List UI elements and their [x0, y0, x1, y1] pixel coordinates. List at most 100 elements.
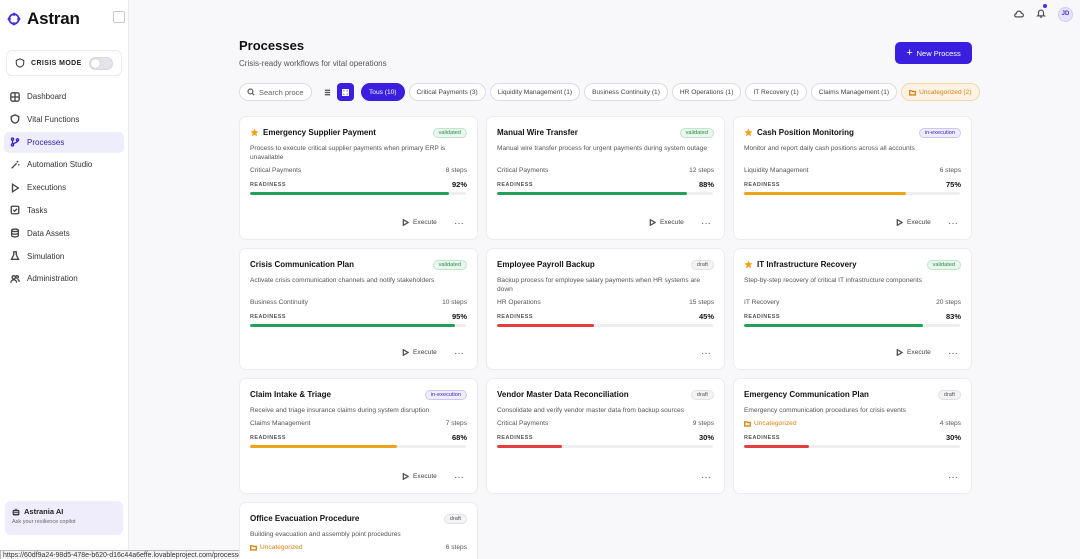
process-card[interactable]: Manual Wire Transfer validated Manual wire… [486, 116, 725, 240]
sidebar-item-simulation[interactable]: Simulation [4, 246, 124, 267]
brand[interactable]: Astran [0, 0, 128, 38]
list-view-button[interactable] [319, 83, 336, 101]
more-options-button[interactable]: ··· [948, 218, 958, 229]
sidebar-toggle-icon[interactable] [113, 11, 125, 23]
star-icon [744, 128, 753, 137]
sidebar-item-processes[interactable]: Processes [4, 131, 124, 153]
execute-button[interactable]: Execute [896, 349, 931, 356]
status-badge: in-execution [424, 390, 467, 400]
card-description: Backup process for employee salary payme… [497, 277, 701, 293]
folder-icon [909, 89, 917, 96]
more-options-button[interactable]: ··· [454, 218, 464, 229]
more-options-button[interactable]: ··· [948, 348, 958, 359]
process-card[interactable]: Crisis Communication Plan validated Activa… [239, 248, 478, 370]
card-title-text: Claim Intake & Triage [250, 390, 331, 399]
sidebar-item-administration[interactable]: Administration [4, 268, 124, 289]
more-options-button[interactable]: ··· [454, 472, 464, 483]
more-options-button[interactable]: ··· [701, 348, 711, 359]
readiness-value: 30% [698, 433, 714, 442]
readiness-bar-fill [250, 192, 449, 195]
process-card[interactable]: Office Evacuation Procedure draft Building… [239, 502, 478, 559]
filter-chip[interactable]: Critical Payments (3) [408, 83, 486, 101]
execute-button[interactable]: Execute [402, 473, 437, 480]
execute-label: Execute [907, 349, 931, 356]
process-card[interactable]: Emergency Communication Plan draft Emergen… [733, 378, 972, 494]
avatar[interactable]: JD [1058, 6, 1073, 22]
filter-chip-label: Business Continuity (1) [592, 88, 660, 96]
card-title-text: Emergency Communication Plan [744, 390, 869, 399]
process-card[interactable]: Employee Payroll Backup draft Backup proce… [486, 248, 725, 370]
more-options-button[interactable]: ··· [948, 472, 958, 483]
bell-icon [1036, 9, 1046, 18]
card-category-label: Critical Payments [497, 420, 549, 427]
card-description: Emergency communication procedures for c… [744, 407, 906, 414]
filter-chip[interactable]: Business Continuity (1) [584, 83, 668, 101]
notifications-button[interactable] [1036, 4, 1047, 23]
process-card[interactable]: Vendor Master Data Reconciliation draft Co… [486, 378, 725, 494]
grid-view-button[interactable] [337, 83, 354, 101]
more-options-button[interactable]: ··· [701, 472, 711, 483]
readiness-bar [250, 324, 466, 327]
sidebar-item-automation-studio[interactable]: Automation Studio [4, 154, 124, 175]
card-title-text: Office Evacuation Procedure [250, 514, 360, 523]
status-badge: draft [937, 390, 961, 400]
filter-chip[interactable]: Claims Management (1) [810, 83, 898, 101]
toolbar: Tous (10) Critical Payments (3) Liquidity … [239, 83, 980, 101]
grid-icon [342, 88, 349, 96]
process-card[interactable]: Claim Intake & Triage in-execution Receive… [239, 378, 478, 494]
card-title: Cash Position Monitoring [744, 128, 854, 137]
sidebar-item-vital-functions[interactable]: Vital Functions [4, 109, 124, 130]
card-category-label: HR Operations [497, 299, 541, 306]
card-category: Uncategorized [744, 420, 797, 427]
filter-chip[interactable]: Uncategorized (2) [901, 83, 980, 101]
filter-chips: Tous (10) Critical Payments (3) Liquidity … [361, 83, 980, 101]
execute-button[interactable]: Execute [402, 349, 437, 356]
more-options-button[interactable]: ··· [454, 348, 464, 359]
ai-copilot-card[interactable]: Astrania AI Ask your resilience copilot [5, 501, 123, 535]
card-title-text: IT Infrastructure Recovery [757, 260, 857, 269]
card-description: Consolidate and verify vendor master dat… [497, 407, 684, 414]
card-description: Manual wire transfer process for urgent … [497, 145, 708, 152]
process-card[interactable]: Emergency Supplier Payment validated Proce… [239, 116, 478, 240]
card-steps: 6 steps [939, 167, 961, 174]
readiness-bar-fill [250, 324, 456, 327]
card-title-text: Employee Payroll Backup [497, 260, 595, 269]
search-box[interactable] [239, 83, 312, 101]
execute-button[interactable]: Execute [896, 219, 931, 226]
card-category-label: Liquidity Management [744, 167, 809, 174]
more-options-button[interactable]: ··· [701, 218, 711, 229]
play-icon [896, 349, 903, 356]
card-title: Crisis Communication Plan [250, 260, 354, 269]
card-category: Critical Payments [497, 420, 548, 427]
sidebar-item-tasks[interactable]: Tasks [4, 200, 124, 221]
card-steps: 6 steps [445, 544, 467, 551]
card-category: Liquidity Management [744, 167, 809, 174]
crisis-mode-toggle[interactable] [89, 56, 113, 70]
sidebar-item-dashboard[interactable]: Dashboard [4, 86, 124, 107]
filter-chip[interactable]: Liquidity Management (1) [489, 83, 581, 101]
cloud-icon[interactable] [1014, 9, 1024, 19]
process-card[interactable]: Cash Position Monitoring in-execution Moni… [733, 116, 972, 240]
card-category: HR Operations [497, 299, 541, 306]
filter-chip-label: Uncategorized (2) [919, 88, 972, 96]
execute-button[interactable]: Execute [649, 219, 684, 226]
readiness-label: READINESS [250, 182, 286, 188]
readiness-bar-fill [744, 445, 809, 448]
sidebar-item-data-assets[interactable]: Data Assets [4, 223, 124, 244]
filter-chip[interactable]: IT Recovery (1) [745, 83, 807, 101]
process-card[interactable]: IT Infrastructure Recovery validated Step-… [733, 248, 972, 370]
crisis-mode-label: CRISIS MODE [31, 59, 82, 67]
filter-chip[interactable]: HR Operations (1) [671, 83, 742, 101]
sidebar-item-executions[interactable]: Executions [4, 177, 124, 198]
filter-chip[interactable]: Tous (10) [361, 83, 405, 101]
readiness-bar [250, 445, 466, 448]
filter-chip-label: Critical Payments (3) [416, 88, 478, 96]
new-process-button[interactable]: + New Process [895, 42, 972, 64]
card-category-label: Uncategorized [754, 420, 797, 427]
execute-button[interactable]: Execute [402, 219, 437, 226]
search-input[interactable] [259, 87, 311, 97]
sidebar-item-label: Administration [27, 274, 78, 284]
wand-icon [11, 160, 20, 169]
ai-copilot-name: Astrania AI [24, 507, 64, 516]
card-category-label: Claims Management [250, 420, 311, 427]
